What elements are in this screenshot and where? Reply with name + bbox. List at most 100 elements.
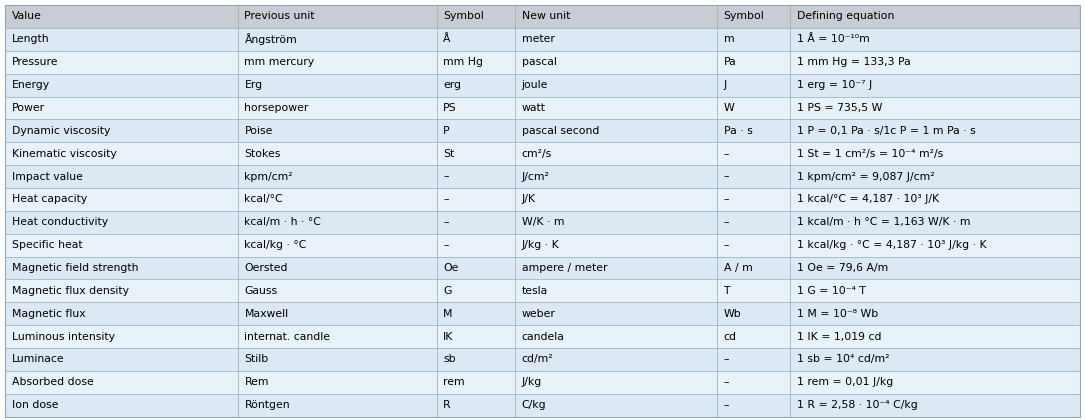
Bar — [515, 257, 717, 279]
Bar — [238, 28, 436, 51]
Text: R: R — [443, 400, 451, 410]
Bar — [515, 51, 717, 74]
Bar — [5, 302, 238, 325]
Text: watt: watt — [522, 103, 546, 113]
Text: Pa: Pa — [724, 57, 737, 67]
Bar — [717, 97, 790, 119]
Text: J/K: J/K — [522, 194, 536, 205]
Text: 1 Oe = 79,6 A/m: 1 Oe = 79,6 A/m — [796, 263, 888, 273]
Text: Luminous intensity: Luminous intensity — [12, 332, 115, 341]
Text: Stokes: Stokes — [244, 149, 281, 159]
Text: 1 M = 10⁻⁸ Wb: 1 M = 10⁻⁸ Wb — [796, 309, 878, 319]
Bar — [717, 257, 790, 279]
Bar — [717, 51, 790, 74]
Text: M: M — [443, 309, 452, 319]
Bar — [515, 211, 717, 234]
Text: Pa · s: Pa · s — [724, 126, 752, 136]
Text: Gauss: Gauss — [244, 286, 278, 296]
Bar — [238, 142, 436, 165]
Text: 1 PS = 735,5 W: 1 PS = 735,5 W — [796, 103, 882, 113]
Bar — [790, 211, 1080, 234]
Bar — [515, 28, 717, 51]
Text: St: St — [443, 149, 455, 159]
Bar — [5, 165, 238, 188]
Bar — [436, 257, 515, 279]
Bar — [238, 302, 436, 325]
Text: Energy: Energy — [12, 80, 50, 90]
Bar — [717, 394, 790, 417]
Text: kcal/kg · °C: kcal/kg · °C — [244, 240, 307, 250]
Bar — [717, 211, 790, 234]
Bar — [436, 119, 515, 142]
Bar — [238, 257, 436, 279]
Text: Rem: Rem — [244, 377, 269, 387]
Text: W: W — [724, 103, 735, 113]
Bar — [515, 234, 717, 257]
Bar — [790, 5, 1080, 28]
Bar — [717, 279, 790, 302]
Text: cd/m²: cd/m² — [522, 354, 553, 365]
Bar — [436, 279, 515, 302]
Text: Magnetic flux: Magnetic flux — [12, 309, 86, 319]
Bar — [238, 5, 436, 28]
Bar — [790, 74, 1080, 97]
Text: –: – — [443, 171, 449, 181]
Text: G: G — [443, 286, 451, 296]
Bar — [5, 394, 238, 417]
Bar — [5, 257, 238, 279]
Bar — [436, 74, 515, 97]
Bar — [5, 371, 238, 394]
Text: –: – — [724, 194, 729, 205]
Text: 1 erg = 10⁻⁷ J: 1 erg = 10⁻⁷ J — [796, 80, 872, 90]
Bar — [436, 188, 515, 211]
Text: cd: cd — [724, 332, 737, 341]
Bar — [790, 165, 1080, 188]
Text: Erg: Erg — [244, 80, 263, 90]
Bar — [717, 74, 790, 97]
Text: –: – — [724, 217, 729, 227]
Bar — [436, 5, 515, 28]
Text: J: J — [724, 80, 727, 90]
Text: Magnetic flux density: Magnetic flux density — [12, 286, 129, 296]
Text: ampere / meter: ampere / meter — [522, 263, 608, 273]
Text: Poise: Poise — [244, 126, 272, 136]
Text: joule: joule — [522, 80, 548, 90]
Text: 1 rem = 0,01 J/kg: 1 rem = 0,01 J/kg — [796, 377, 893, 387]
Bar — [436, 302, 515, 325]
Text: internat. candle: internat. candle — [244, 332, 331, 341]
Text: Heat capacity: Heat capacity — [12, 194, 87, 205]
Bar — [436, 97, 515, 119]
Text: Ångström: Ångström — [244, 33, 297, 45]
Bar — [436, 211, 515, 234]
Bar — [5, 142, 238, 165]
Text: Defining equation: Defining equation — [796, 11, 894, 21]
Text: cm²/s: cm²/s — [522, 149, 552, 159]
Bar — [717, 28, 790, 51]
Bar — [436, 234, 515, 257]
Bar — [790, 348, 1080, 371]
Text: Ion dose: Ion dose — [12, 400, 59, 410]
Bar — [5, 51, 238, 74]
Bar — [790, 279, 1080, 302]
Text: A / m: A / m — [724, 263, 752, 273]
Bar — [717, 119, 790, 142]
Bar — [5, 348, 238, 371]
Bar — [5, 28, 238, 51]
Text: PS: PS — [443, 103, 457, 113]
Text: Impact value: Impact value — [12, 171, 82, 181]
Text: pascal: pascal — [522, 57, 557, 67]
Bar — [436, 142, 515, 165]
Bar — [5, 5, 238, 28]
Bar — [515, 165, 717, 188]
Text: Specific heat: Specific heat — [12, 240, 82, 250]
Text: 1 sb = 10⁴ cd/m²: 1 sb = 10⁴ cd/m² — [796, 354, 889, 365]
Text: kcal/m · h · °C: kcal/m · h · °C — [244, 217, 321, 227]
Text: kpm/cm²: kpm/cm² — [244, 171, 293, 181]
Text: 1 P = 0,1 Pa · s/1c P = 1 m Pa · s: 1 P = 0,1 Pa · s/1c P = 1 m Pa · s — [796, 126, 975, 136]
Text: Pressure: Pressure — [12, 57, 59, 67]
Bar — [238, 51, 436, 74]
Text: Value: Value — [12, 11, 42, 21]
Text: C/kg: C/kg — [522, 400, 546, 410]
Bar — [5, 234, 238, 257]
Bar — [515, 325, 717, 348]
